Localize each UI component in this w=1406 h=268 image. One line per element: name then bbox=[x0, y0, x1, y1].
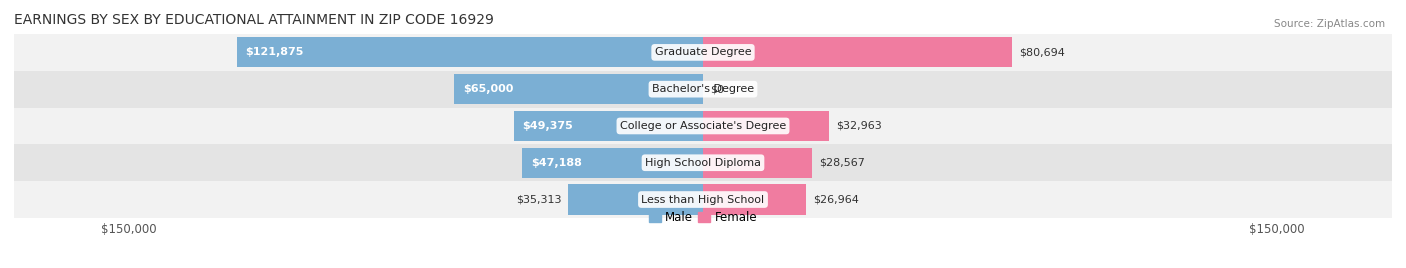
Text: $47,188: $47,188 bbox=[531, 158, 582, 168]
Bar bbox=[568, 184, 703, 215]
Bar bbox=[0, 181, 1406, 218]
Text: Less than High School: Less than High School bbox=[641, 195, 765, 204]
Bar bbox=[703, 184, 806, 215]
Bar bbox=[0, 107, 1406, 144]
Bar bbox=[703, 111, 830, 141]
Text: $49,375: $49,375 bbox=[523, 121, 574, 131]
Text: Bachelor's Degree: Bachelor's Degree bbox=[652, 84, 754, 94]
Text: High School Diploma: High School Diploma bbox=[645, 158, 761, 168]
Bar bbox=[0, 71, 1406, 107]
Text: $26,964: $26,964 bbox=[813, 195, 859, 204]
Bar bbox=[236, 37, 703, 68]
Text: Source: ZipAtlas.com: Source: ZipAtlas.com bbox=[1274, 19, 1385, 29]
Text: $80,694: $80,694 bbox=[1019, 47, 1064, 57]
Bar bbox=[515, 111, 703, 141]
Text: College or Associate's Degree: College or Associate's Degree bbox=[620, 121, 786, 131]
Text: Graduate Degree: Graduate Degree bbox=[655, 47, 751, 57]
Bar bbox=[454, 74, 703, 104]
Bar bbox=[703, 37, 1012, 68]
Bar bbox=[523, 148, 703, 178]
Text: $32,963: $32,963 bbox=[837, 121, 882, 131]
Text: $35,313: $35,313 bbox=[516, 195, 562, 204]
Text: $0: $0 bbox=[710, 84, 724, 94]
Text: EARNINGS BY SEX BY EDUCATIONAL ATTAINMENT IN ZIP CODE 16929: EARNINGS BY SEX BY EDUCATIONAL ATTAINMEN… bbox=[14, 13, 494, 27]
Text: $65,000: $65,000 bbox=[463, 84, 513, 94]
Text: $28,567: $28,567 bbox=[820, 158, 865, 168]
Legend: Male, Female: Male, Female bbox=[644, 206, 762, 229]
Bar bbox=[0, 144, 1406, 181]
Bar bbox=[703, 148, 813, 178]
Bar bbox=[0, 34, 1406, 71]
Text: $121,875: $121,875 bbox=[245, 47, 304, 57]
